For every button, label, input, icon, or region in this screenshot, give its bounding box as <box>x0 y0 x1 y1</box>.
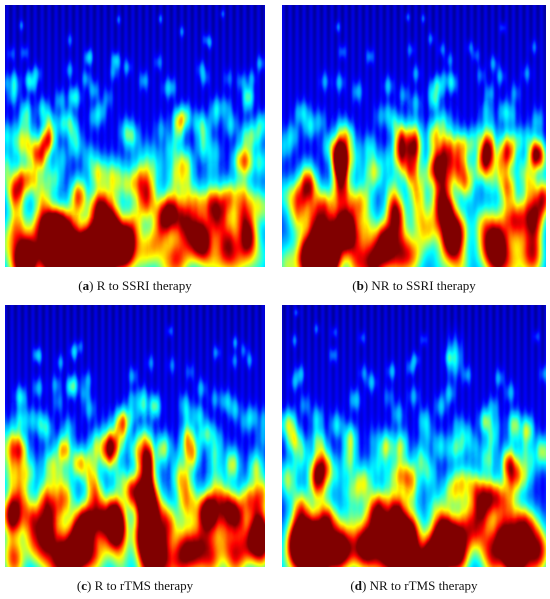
caption-d-text: NR to rTMS therapy <box>369 578 478 593</box>
scalogram-image-c <box>5 305 265 567</box>
caption-c-tag: c <box>81 578 87 593</box>
caption-c-text: R to rTMS therapy <box>94 578 194 593</box>
caption-a-text: R to SSRI therapy <box>96 278 192 293</box>
scalogram-image-a <box>5 5 265 267</box>
caption-b: (b) NR to SSRI therapy <box>352 278 476 293</box>
scalogram-image-d <box>282 305 546 567</box>
caption-b-tag: b <box>356 278 364 293</box>
caption-d-tag: d <box>354 578 362 593</box>
scalogram-image-b <box>282 5 546 267</box>
caption-a: (a) R to SSRI therapy <box>78 278 192 293</box>
caption-c: (c) R to rTMS therapy <box>76 578 194 593</box>
caption-b-text: NR to SSRI therapy <box>371 278 476 293</box>
caption-d: (d) NR to rTMS therapy <box>350 578 478 593</box>
caption-a-tag: a <box>82 278 90 293</box>
